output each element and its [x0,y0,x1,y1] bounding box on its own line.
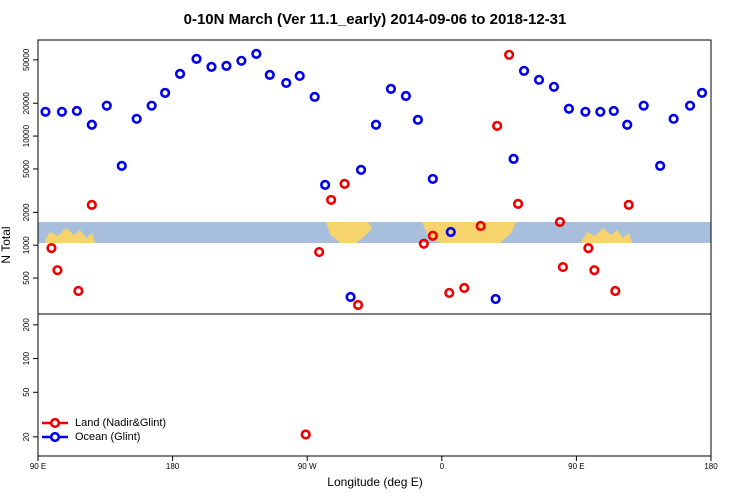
y-tick-label: 5000 [22,159,31,177]
point [71,105,82,117]
legend-marker [49,431,61,443]
point [52,265,63,276]
point [563,103,575,114]
y-tick-label: 1000 [22,236,31,254]
point [444,287,455,299]
point [370,119,382,130]
point [355,164,367,175]
point [221,60,232,71]
legend-label: Land (Nadir&Glint) [75,417,166,429]
y-axis-label: N Total [0,226,13,263]
y-tick-label: 100 [22,351,31,365]
point [320,179,331,190]
point [174,68,186,79]
bottom-frame [37,313,712,457]
point [533,74,545,85]
point [326,194,337,206]
point [339,178,350,189]
point [684,100,696,111]
point [146,100,157,111]
y-tick-label: 500 [22,271,31,285]
point [623,199,634,211]
point [352,299,364,311]
map-band [38,222,711,243]
point [191,53,202,64]
point [490,293,501,305]
point [46,243,57,254]
point [608,105,619,117]
point [427,230,438,241]
point [504,49,515,60]
point [314,246,325,258]
point [580,106,591,117]
y-tick-label: 20000 [22,92,31,115]
chart-title: 0-10N March (Ver 11.1_early) 2014-09-06 … [184,11,567,28]
point [610,285,621,297]
point [281,77,292,89]
point [73,285,84,297]
point [101,100,112,111]
point [589,265,600,276]
point [583,243,594,254]
x-tick-label: 90 E [568,462,584,471]
point [638,100,649,111]
point [236,55,247,66]
point [56,106,68,117]
point [557,261,569,273]
legend-label: Ocean (Glint) [75,431,140,443]
point [251,48,262,59]
x-axis-label: Longitude (deg E) [327,475,422,489]
point [655,160,666,172]
point [86,199,97,211]
legend-marker [49,417,61,429]
point [400,90,412,102]
point [518,65,530,76]
point [492,120,503,131]
point [86,119,97,130]
point [385,83,397,94]
y-tick-label: 200 [22,318,31,332]
point [554,216,566,228]
point [445,226,456,238]
y-tick-label: 20 [22,432,31,441]
point [548,81,560,92]
point [40,106,51,117]
point [116,160,127,172]
point [345,291,356,303]
point [264,69,275,80]
point [418,238,429,249]
x-tick-label: 0 [440,462,445,471]
x-tick-label: 90 W [298,462,317,471]
point [459,282,470,294]
point [475,220,486,232]
point [508,153,519,164]
x-tick-label: 180 [704,462,718,471]
point [206,61,217,72]
point [696,87,708,98]
point [300,429,311,440]
y-tick-label: 50000 [22,48,31,71]
point [668,113,679,124]
point [622,119,633,130]
y-tick-label: 50 [22,387,31,396]
point [412,114,423,125]
y-tick-label: 2000 [22,203,31,221]
y-tick-label: 10000 [22,124,31,147]
point [131,113,142,124]
point [309,91,320,102]
point [427,173,438,185]
x-tick-label: 180 [166,462,180,471]
point [512,198,524,210]
point [294,70,305,82]
point [160,87,171,98]
top-frame [37,39,712,315]
point [595,106,606,117]
x-tick-label: 90 E [30,462,46,471]
